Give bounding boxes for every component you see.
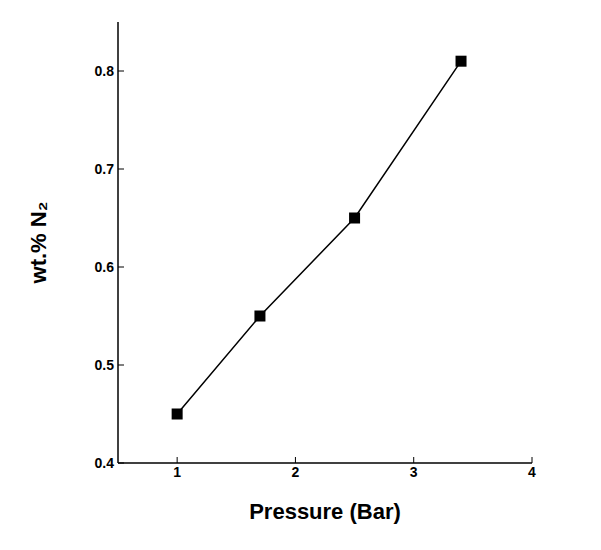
svg-text:0.4: 0.4 [95,455,115,471]
svg-text:0.8: 0.8 [95,63,115,79]
svg-text:3: 3 [410,464,418,480]
svg-text:wt.% N₂: wt.% N₂ [26,202,51,285]
svg-text:0.7: 0.7 [95,161,115,177]
svg-text:0.6: 0.6 [95,259,115,275]
svg-text:0.5: 0.5 [95,357,115,373]
svg-text:2: 2 [292,464,300,480]
svg-text:1: 1 [173,464,181,480]
svg-text:4: 4 [528,464,536,480]
svg-text:Pressure (Bar): Pressure (Bar) [249,499,401,524]
